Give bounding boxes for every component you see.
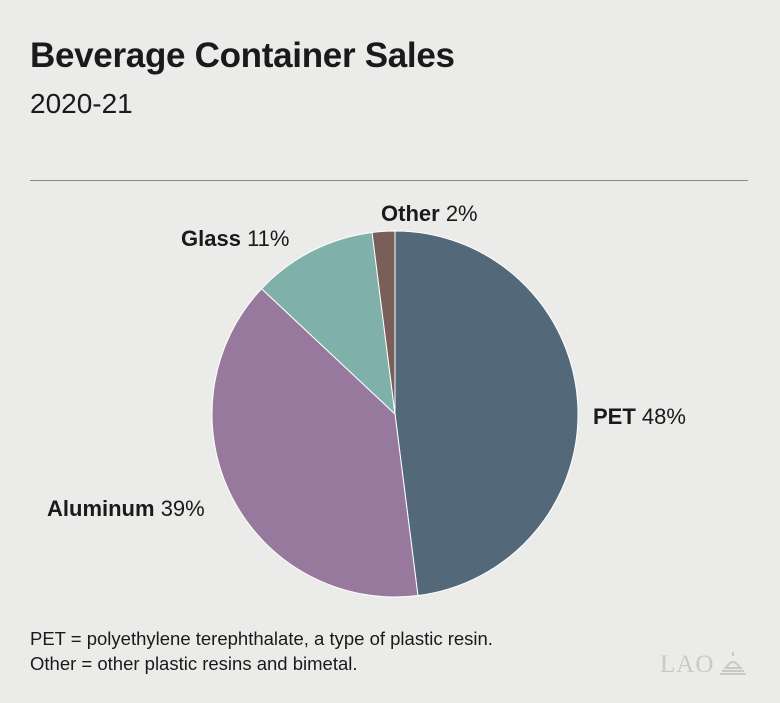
pie-slice-pet [394, 230, 579, 597]
slice-value: 48% [641, 404, 686, 429]
chart-subtitle: 2020-21 [30, 88, 133, 119]
chart-notes: PET = polyethylene terephthalate, a type… [30, 626, 493, 676]
note-other: Other = other plastic resins and bimetal… [30, 653, 358, 674]
pie-slice-aluminum [211, 288, 419, 598]
slice-name: PET [593, 404, 636, 429]
slice-name: Other [381, 201, 440, 226]
chart-title: Beverage Container Sales [30, 36, 455, 75]
slice-name: Glass [181, 226, 241, 251]
slice-name: Aluminum [47, 496, 155, 521]
title-divider [30, 180, 748, 181]
slice-label-aluminum: Aluminum 39% [47, 496, 205, 522]
slice-label-other: Other 2% [381, 201, 478, 227]
note-pet: PET = polyethylene terephthalate, a type… [30, 628, 493, 649]
slice-label-glass: Glass 11% [181, 226, 289, 252]
slice-label-pet: PET 48% [593, 404, 686, 430]
slice-value: 11% [247, 226, 290, 251]
logo-text: LAO [660, 651, 714, 678]
lao-logo: LAO [660, 651, 746, 678]
pie-slice-glass [260, 231, 396, 416]
slice-value: 2% [445, 201, 478, 226]
pie-slice-other [371, 230, 396, 415]
slice-value: 39% [160, 496, 205, 521]
